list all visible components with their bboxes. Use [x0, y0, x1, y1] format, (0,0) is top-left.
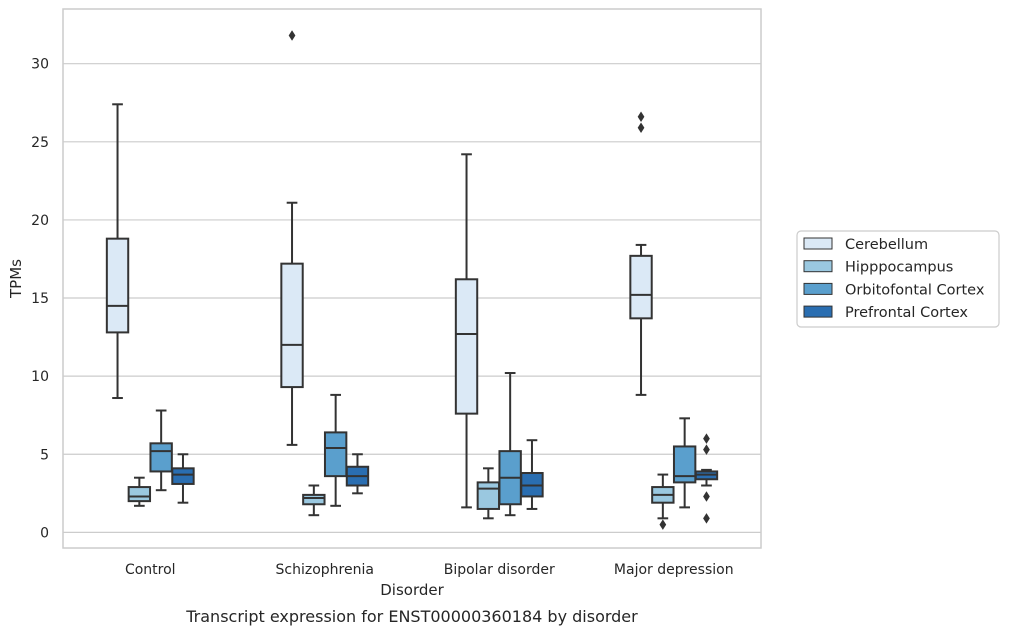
- box-prefrontal-cortex: [171, 453, 195, 504]
- outlier-point: [637, 122, 645, 133]
- box-orbitofontal-cortex: [149, 409, 173, 492]
- box-orbitofontal-cortex: [323, 393, 348, 507]
- outlier-point: [703, 444, 710, 455]
- box-iqr: [105, 237, 130, 334]
- box-orbitofontal-cortex: [672, 417, 697, 509]
- legend-swatch: [803, 282, 833, 295]
- y-tick-label: 10: [31, 369, 49, 385]
- plot-area: [62, 8, 762, 549]
- box-cerebellum: [454, 153, 479, 509]
- box-iqr: [127, 486, 152, 503]
- outlier-point: [288, 30, 296, 41]
- x-axis-label: Disorder: [380, 581, 444, 599]
- box-iqr: [280, 262, 304, 389]
- box-hipppocampus: [127, 476, 152, 507]
- box-iqr: [454, 278, 479, 415]
- box-hipppocampus: [302, 484, 326, 517]
- outlier-point: [659, 519, 667, 530]
- box-prefrontal-cortex: [520, 439, 544, 510]
- boxes: [105, 30, 719, 530]
- outlier-point: [703, 433, 710, 444]
- legend-label: Prefrontal Cortex: [845, 305, 968, 321]
- y-axis-ticks: 0 5 10 15 20 25 30: [31, 57, 49, 542]
- box-iqr: [302, 493, 326, 506]
- outlier-point: [703, 491, 710, 502]
- legend-label: Cerebellum: [845, 237, 928, 253]
- x-tick-label: Bipolar disorder: [444, 562, 555, 578]
- y-tick-label: 0: [40, 525, 49, 541]
- box-hipppocampus: [651, 473, 675, 530]
- x-tick-label: Schizophrenia: [276, 562, 374, 578]
- box-hipppocampus: [476, 467, 501, 520]
- outlier-point: [703, 513, 710, 524]
- box-prefrontal-cortex: [694, 433, 719, 524]
- box-iqr: [323, 431, 348, 478]
- box-cerebellum: [629, 111, 653, 396]
- y-axis-label: TPMs: [7, 259, 25, 299]
- legend-label: Orbitofontal Cortex: [845, 282, 985, 298]
- legend-frame: [796, 230, 1000, 328]
- y-tick-label: 25: [31, 135, 49, 151]
- x-axis-ticks: Control Schizophrenia Bipolar disorder Majo…: [125, 562, 734, 578]
- legend-swatch: [803, 260, 833, 273]
- box-iqr: [171, 467, 195, 485]
- x-tick-label: Major depression: [614, 562, 734, 578]
- box-cerebellum: [280, 30, 304, 446]
- y-tick-label: 15: [31, 291, 49, 307]
- y-tick-label: 5: [40, 447, 49, 463]
- box-iqr: [149, 442, 173, 473]
- box-iqr: [629, 254, 653, 320]
- outlier-point: [637, 111, 645, 123]
- legend-label: Hipppocampus: [845, 260, 953, 276]
- box-prefrontal-cortex: [345, 453, 370, 495]
- box-cerebellum: [105, 103, 130, 400]
- y-tick-label: 20: [31, 213, 49, 229]
- chart-caption: Transcript expression for ENST0000036018…: [185, 607, 638, 626]
- box-orbitofontal-cortex: [498, 372, 522, 517]
- legend-swatch: [803, 237, 833, 250]
- box-iqr: [672, 445, 697, 484]
- box-iqr: [476, 481, 501, 510]
- legend: Cerebellum Hipppocampus Orbitofontal Corte…: [796, 230, 1000, 328]
- x-tick-label: Control: [125, 562, 176, 578]
- legend-swatch: [803, 305, 833, 318]
- y-tick-label: 30: [31, 57, 49, 73]
